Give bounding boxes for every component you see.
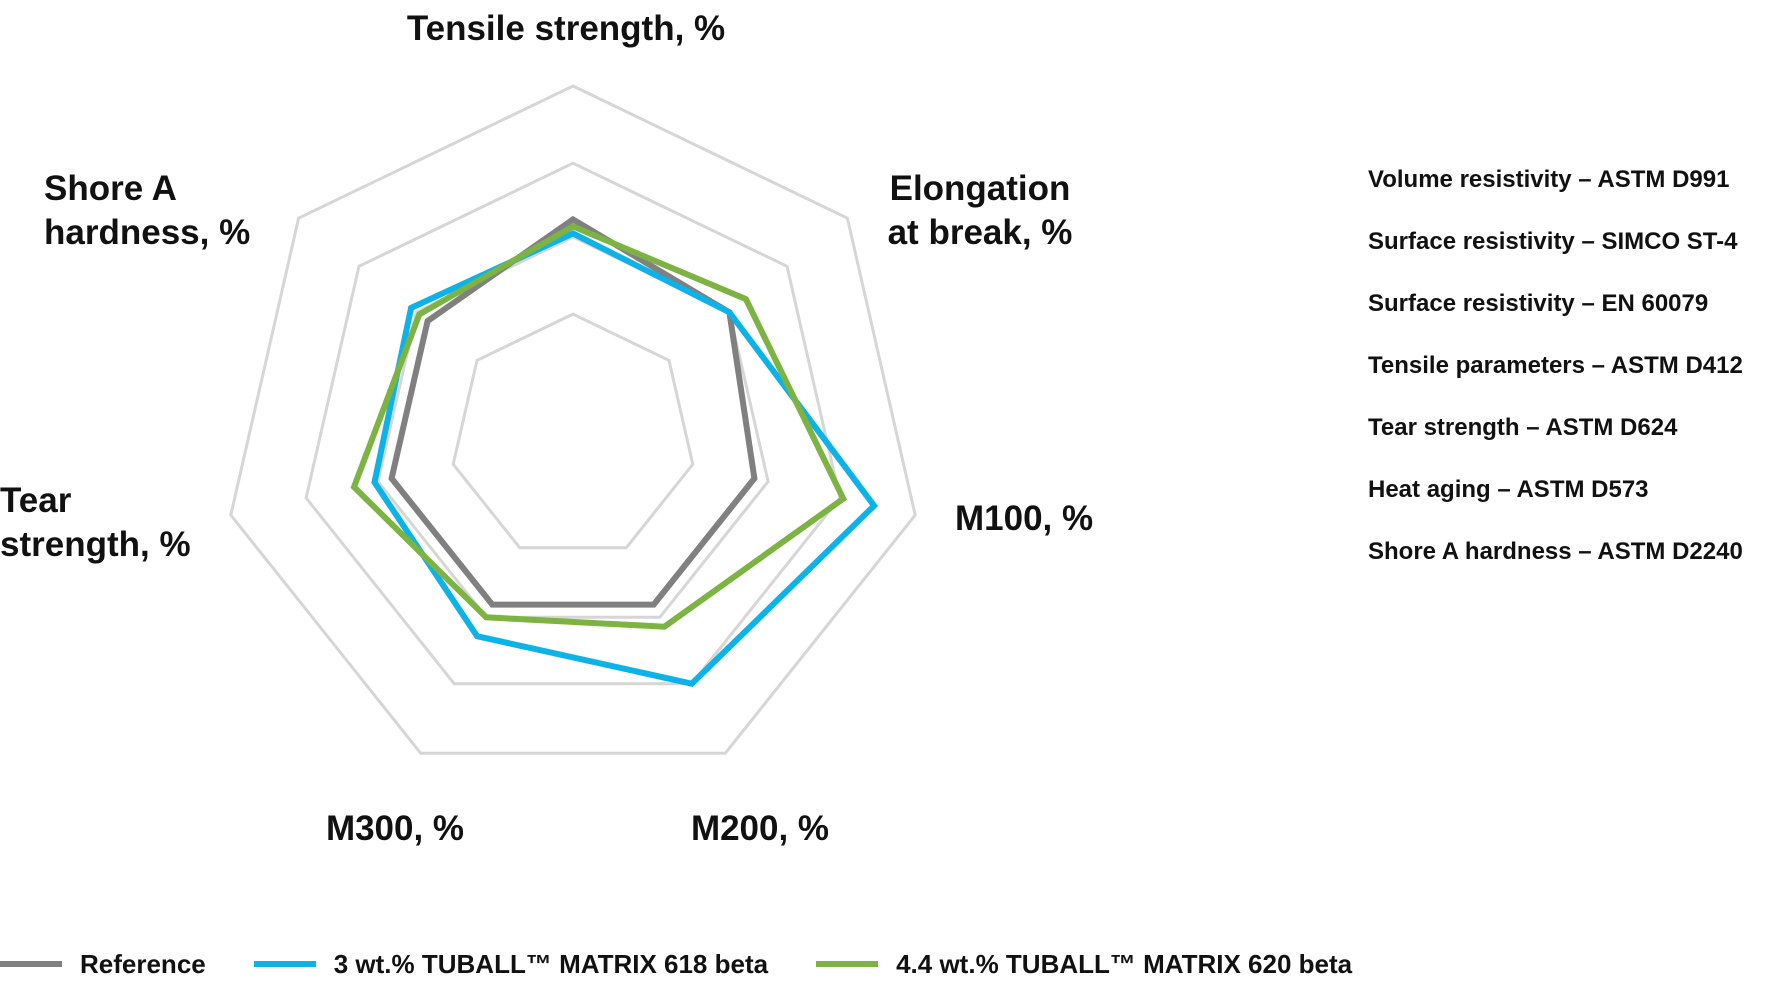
axis-label-line: Shore A [44, 169, 177, 208]
method-item: Surface resistivity – SIMCO ST-4 [1368, 228, 1738, 255]
legend-item-reference: Reference [0, 949, 206, 980]
series-line-4-4-wt-tuball-matrix-620-beta [350, 223, 848, 630]
series-line-3-wt-tuball-matrix-618-beta [371, 230, 879, 687]
radar-series [350, 215, 879, 687]
legend-label: 3 wt.% TUBALL™ MATRIX 618 beta [333, 948, 769, 979]
axis-label-line: strength, % [0, 525, 191, 564]
axis-label-tear-strength: Tear strength, % [0, 481, 191, 564]
legend-swatch-matrix-620 [816, 961, 879, 967]
axis-label-m300: M300, % [326, 809, 464, 848]
grid-ring-1 [451, 312, 695, 550]
axis-label-m100: M100, % [955, 499, 1093, 538]
axis-label-line: M100, % [955, 499, 1093, 538]
method-item: Heat aging – ASTM D573 [1368, 476, 1649, 503]
test-methods-list: Volume resistivity – ASTM D991 Surface r… [1368, 164, 1743, 598]
axis-label-line: Tear [0, 481, 72, 520]
method-item: Tensile parameters – ASTM D412 [1368, 352, 1743, 379]
axis-label-line: Elongation [890, 169, 1071, 208]
method-item: Volume resistivity – ASTM D991 [1368, 166, 1730, 193]
axis-label-line: at break, % [888, 213, 1073, 252]
axis-label-tensile-strength: Tensile strength, % [407, 9, 725, 48]
legend-item-matrix-620: 4.4 wt.% TUBALL™ MATRIX 620 beta [816, 949, 1352, 980]
method-item: Shore A hardness – ASTM D2240 [1368, 538, 1743, 565]
axis-label-elongation-at-break: Elongation at break, % [888, 169, 1073, 252]
axis-label-line: M300, % [326, 809, 464, 848]
axis-label-shore-a-hardness: Shore A hardness, % [44, 169, 250, 252]
axis-label-line: M200, % [691, 809, 829, 848]
legend-swatch-reference [0, 961, 62, 967]
method-item: Tear strength – ASTM D624 [1368, 414, 1678, 441]
axis-label-m200: M200, % [691, 809, 829, 848]
legend-item-matrix-618: 3 wt.% TUBALL™ MATRIX 618 beta [253, 948, 769, 980]
legend-swatch-matrix-618 [253, 961, 316, 967]
method-item: Surface resistivity – EN 60079 [1368, 290, 1709, 317]
grid-ring-4 [229, 84, 917, 755]
legend-label: 4.4 wt.% TUBALL™ MATRIX 620 beta [896, 948, 1353, 979]
series-line-reference [388, 215, 758, 608]
chart-legend: Reference 3 wt.% TUBALL™ MATRIX 618 beta… [0, 946, 1400, 982]
legend-label: Reference [80, 948, 206, 979]
axis-label-line: Tensile strength, % [407, 9, 725, 48]
grid-ring-3 [304, 161, 842, 686]
axis-labels: Tensile strength, % Elongation at break, %… [0, 9, 1093, 848]
axis-label-line: hardness, % [44, 213, 250, 252]
